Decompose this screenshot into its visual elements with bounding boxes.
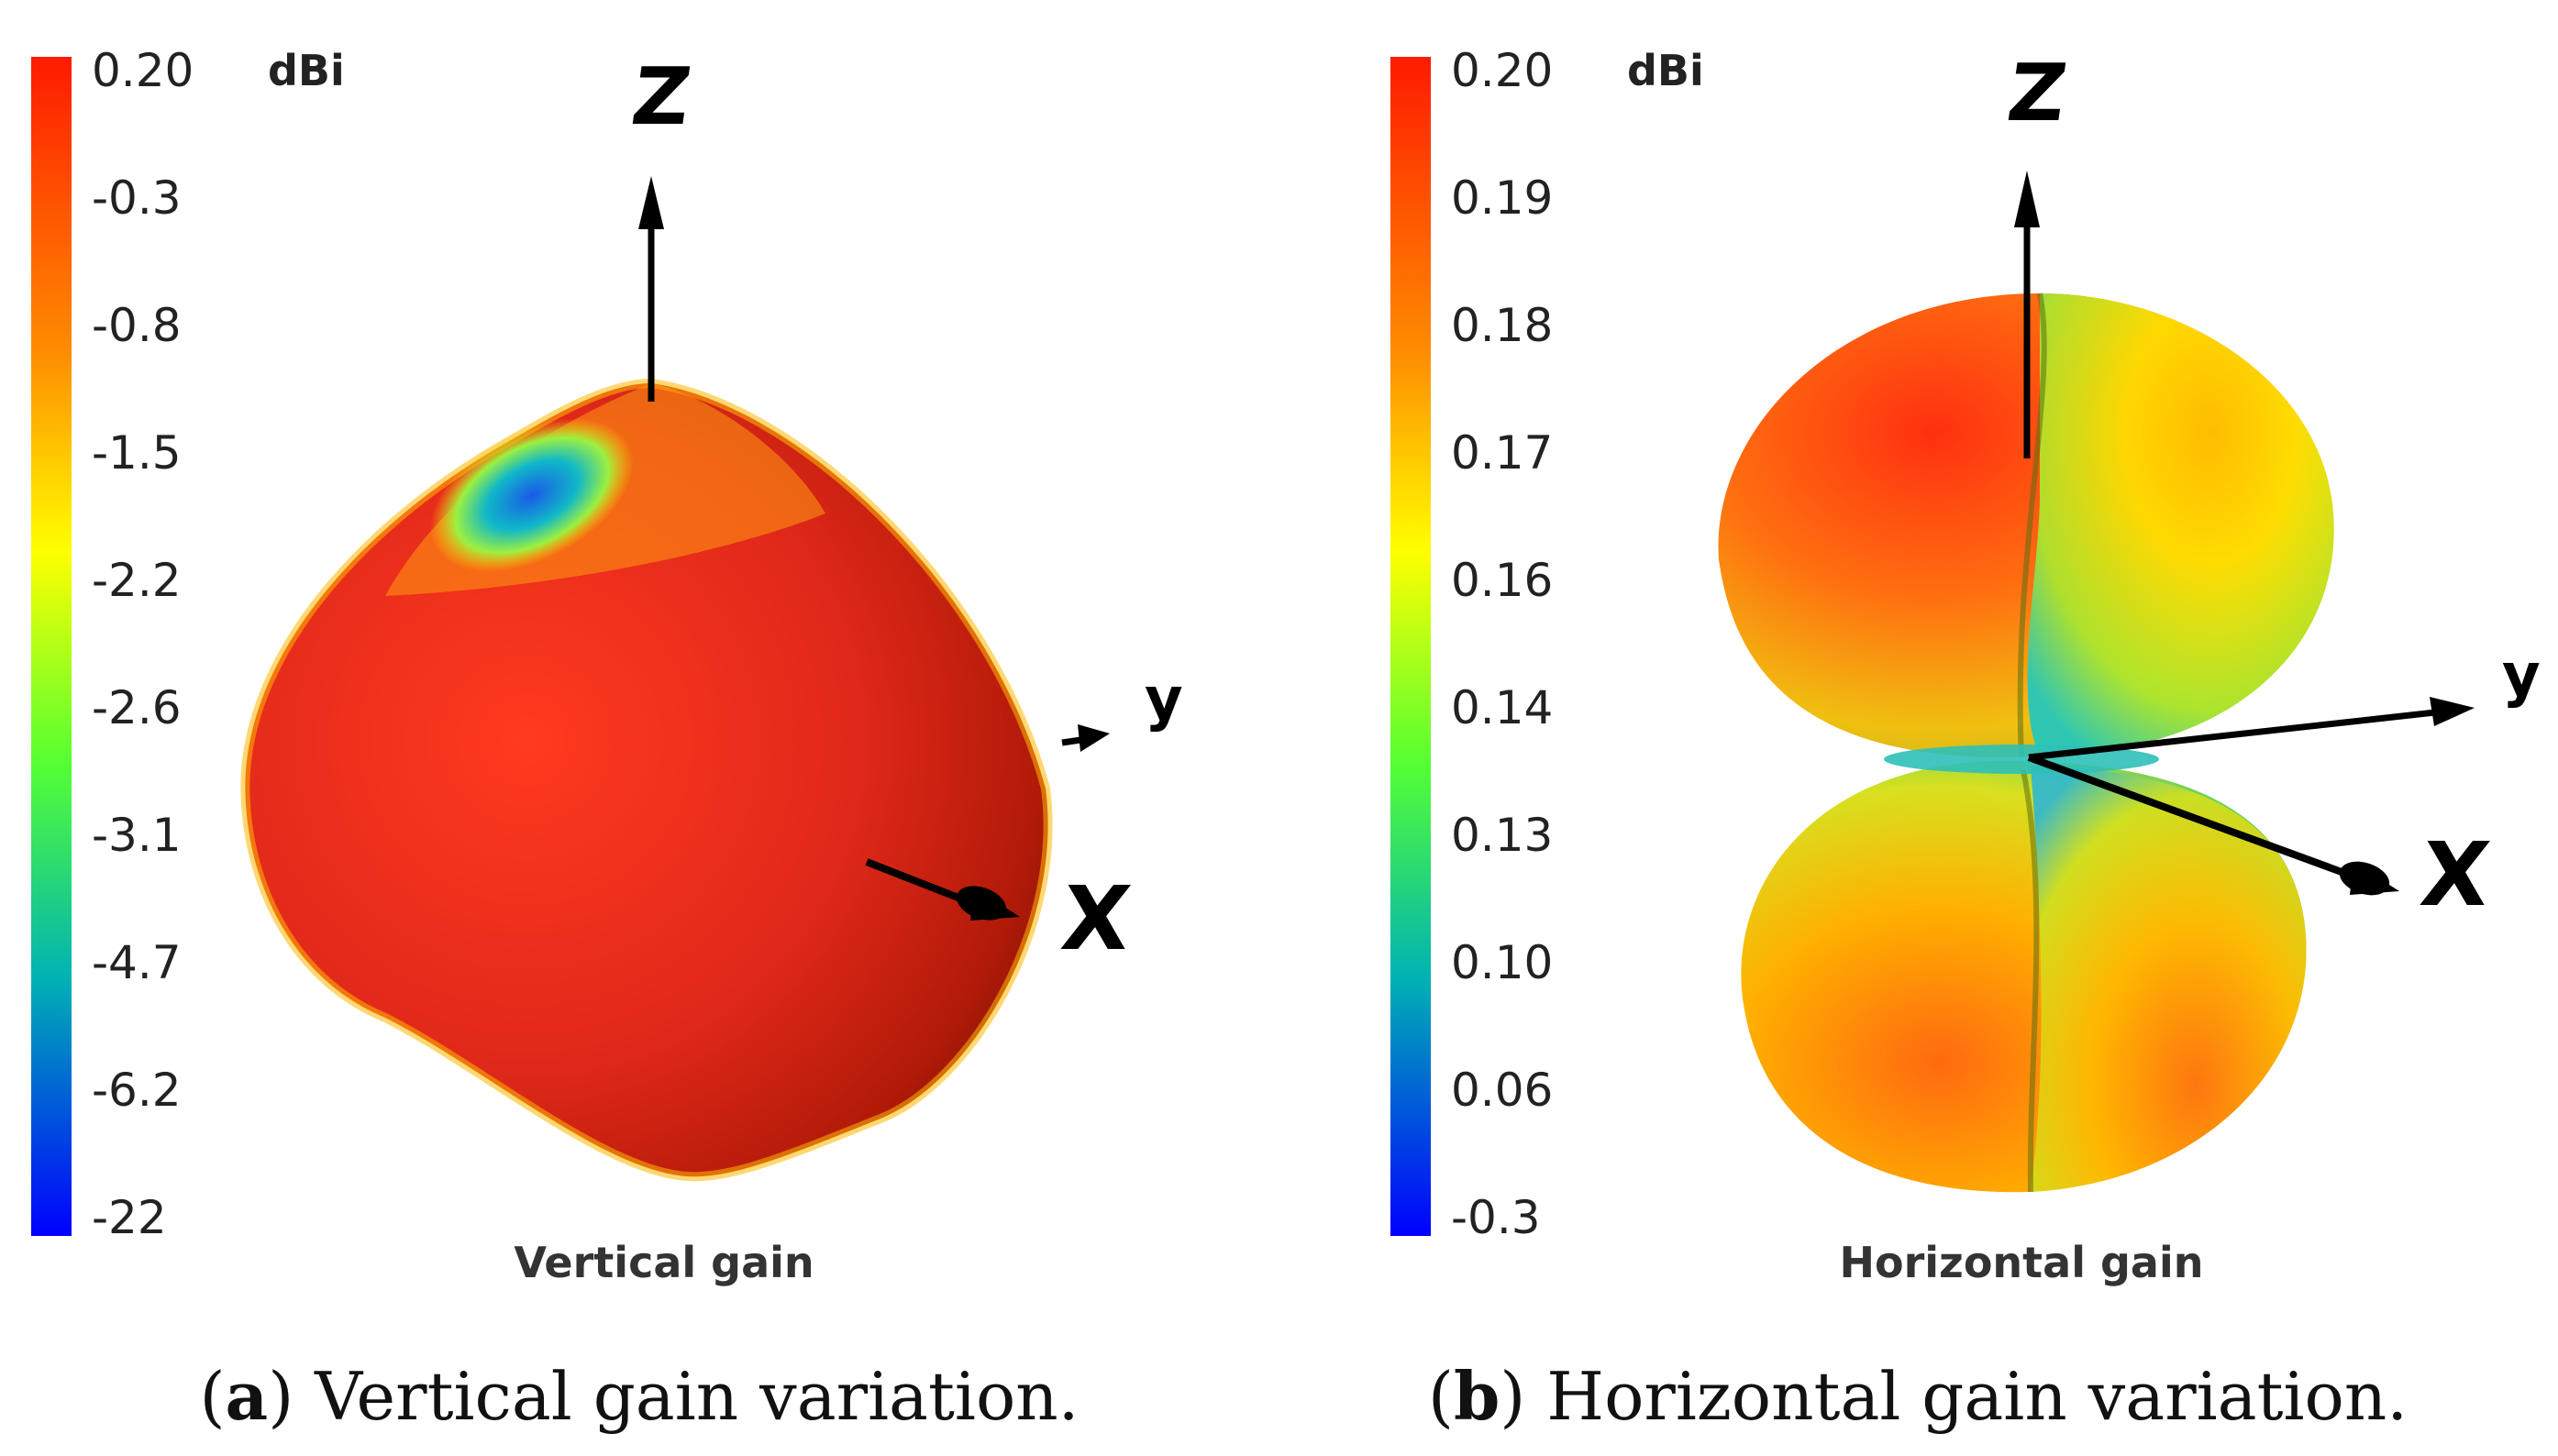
caption-letter: b: [1453, 1357, 1500, 1435]
colorbar-tick: -2.2: [92, 554, 182, 607]
colorbar-tick: 0.20: [1451, 44, 1554, 97]
unit-label: dBi: [1627, 46, 1704, 95]
colorbar-tick: 0.16: [1451, 554, 1554, 607]
figure-caption: (a) Vertical gain variation.: [199, 1357, 1080, 1435]
unit-label: dBi: [268, 46, 345, 95]
y-axis-label: y: [1145, 666, 1183, 734]
panel-horizontal-gain: 0.20 0.19 0.18 0.17 0.16 0.14 0.13 0.10 …: [1279, 0, 2557, 1456]
colorbar-tick: -0.8: [92, 299, 182, 352]
plot-title: Horizontal gain: [1839, 1238, 2204, 1287]
colorbar: [1390, 57, 1431, 1236]
horizontal-gain-plot: [1390, 57, 2475, 1236]
null-region: [430, 418, 634, 572]
colorbar-tick: -6.2: [92, 1064, 182, 1117]
colorbar-tick: -2.6: [92, 681, 182, 734]
colorbar-tick: -0.3: [92, 171, 182, 225]
colorbar-tick: -4.7: [92, 936, 182, 989]
panel-vertical-gain: 0.20 -0.3 -0.8 -1.5 -2.2 -2.6 -3.1 -4.7 …: [31, 44, 1183, 1435]
colorbar-tick: -3.1: [92, 809, 182, 862]
x-axis: [865, 858, 974, 907]
colorbar-tick: -0.3: [1451, 1191, 1541, 1244]
colorbar-tick: 0.19: [1451, 171, 1554, 225]
caption-text: Vertical gain variation.: [315, 1358, 1080, 1435]
colorbar-tick: 0.14: [1451, 681, 1554, 734]
figure-caption: (b) Horizontal gain variation.: [1427, 1357, 2409, 1435]
colorbar-tick: 0.18: [1451, 299, 1554, 352]
colorbar-tick: -22: [92, 1191, 167, 1244]
x-axis-label: X: [1057, 867, 1135, 970]
colorbar-tick: 0.10: [1451, 936, 1554, 989]
vertical-gain-plot: [31, 57, 1110, 1236]
colorbar-tick: 0.13: [1451, 809, 1554, 862]
colorbar-tick: 0.20: [92, 44, 194, 97]
colorbar: [31, 57, 72, 1236]
y-axis-label: y: [2502, 642, 2541, 710]
x-axis: [2027, 754, 2353, 879]
y-axis: [2028, 708, 2444, 761]
x-axis-label: X: [2416, 823, 2495, 926]
caption-text: Horizontal gain variation.: [1546, 1358, 2409, 1435]
colorbar-tick: -1.5: [92, 426, 182, 480]
caption-letter: a: [225, 1357, 269, 1435]
plot-title: Vertical gain: [514, 1238, 814, 1287]
colorbar-tick: 0.06: [1451, 1064, 1554, 1117]
colorbar-tick: 0.17: [1451, 426, 1554, 480]
